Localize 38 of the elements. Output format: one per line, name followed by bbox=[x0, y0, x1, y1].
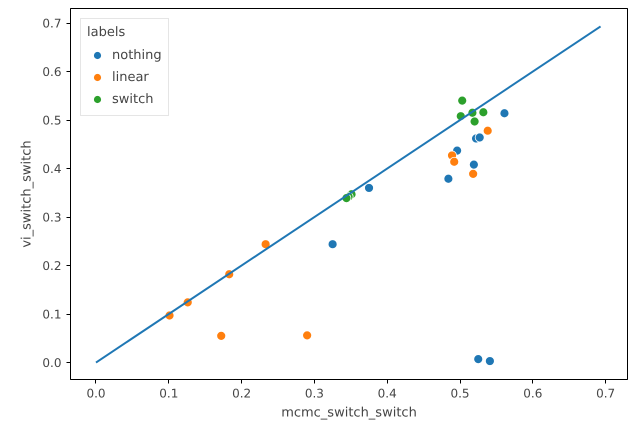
point bbox=[470, 116, 480, 126]
y-tick-label: 0.2 bbox=[42, 259, 62, 274]
y-tick-label: 0.0 bbox=[42, 356, 62, 370]
x-tick-label: 0.3 bbox=[304, 386, 324, 400]
y-tick-label: 0.4 bbox=[42, 162, 62, 176]
y-tick-label: 0.3 bbox=[42, 210, 62, 225]
x-tick-label: 0.7 bbox=[596, 386, 616, 400]
point bbox=[457, 96, 468, 106]
x-tick-label: 0.5 bbox=[450, 386, 470, 400]
point bbox=[468, 168, 478, 179]
point bbox=[449, 156, 460, 167]
point bbox=[328, 239, 338, 250]
point bbox=[364, 183, 374, 193]
x-axis-title: mcmc_switch_switch bbox=[281, 406, 417, 420]
point bbox=[473, 354, 484, 364]
y-tick-label: 0.1 bbox=[42, 308, 62, 322]
point bbox=[474, 132, 485, 142]
point bbox=[482, 126, 493, 136]
y-tick-label: 0.6 bbox=[42, 65, 62, 80]
point bbox=[468, 160, 479, 170]
point bbox=[302, 330, 312, 340]
x-tick-label: 0.2 bbox=[232, 386, 252, 400]
legend-label: switch bbox=[112, 92, 154, 106]
x-tick-label: 0.0 bbox=[86, 386, 106, 400]
x-tick-label: 0.4 bbox=[378, 386, 397, 400]
y-axis-title: vi_switch_switch bbox=[19, 140, 34, 248]
y-tick-label: 0.7 bbox=[42, 16, 62, 31]
legend-label: nothing bbox=[112, 48, 162, 62]
x-tick-label: 0.1 bbox=[159, 386, 178, 400]
legend-label: linear bbox=[112, 70, 149, 84]
point bbox=[216, 330, 226, 341]
legend-title: labels bbox=[87, 25, 126, 40]
point bbox=[500, 108, 510, 118]
x-tick-label: 0.6 bbox=[523, 386, 542, 400]
point bbox=[443, 174, 454, 184]
y-tick-label: 0.5 bbox=[42, 114, 62, 128]
point bbox=[484, 356, 495, 366]
point bbox=[478, 107, 488, 118]
